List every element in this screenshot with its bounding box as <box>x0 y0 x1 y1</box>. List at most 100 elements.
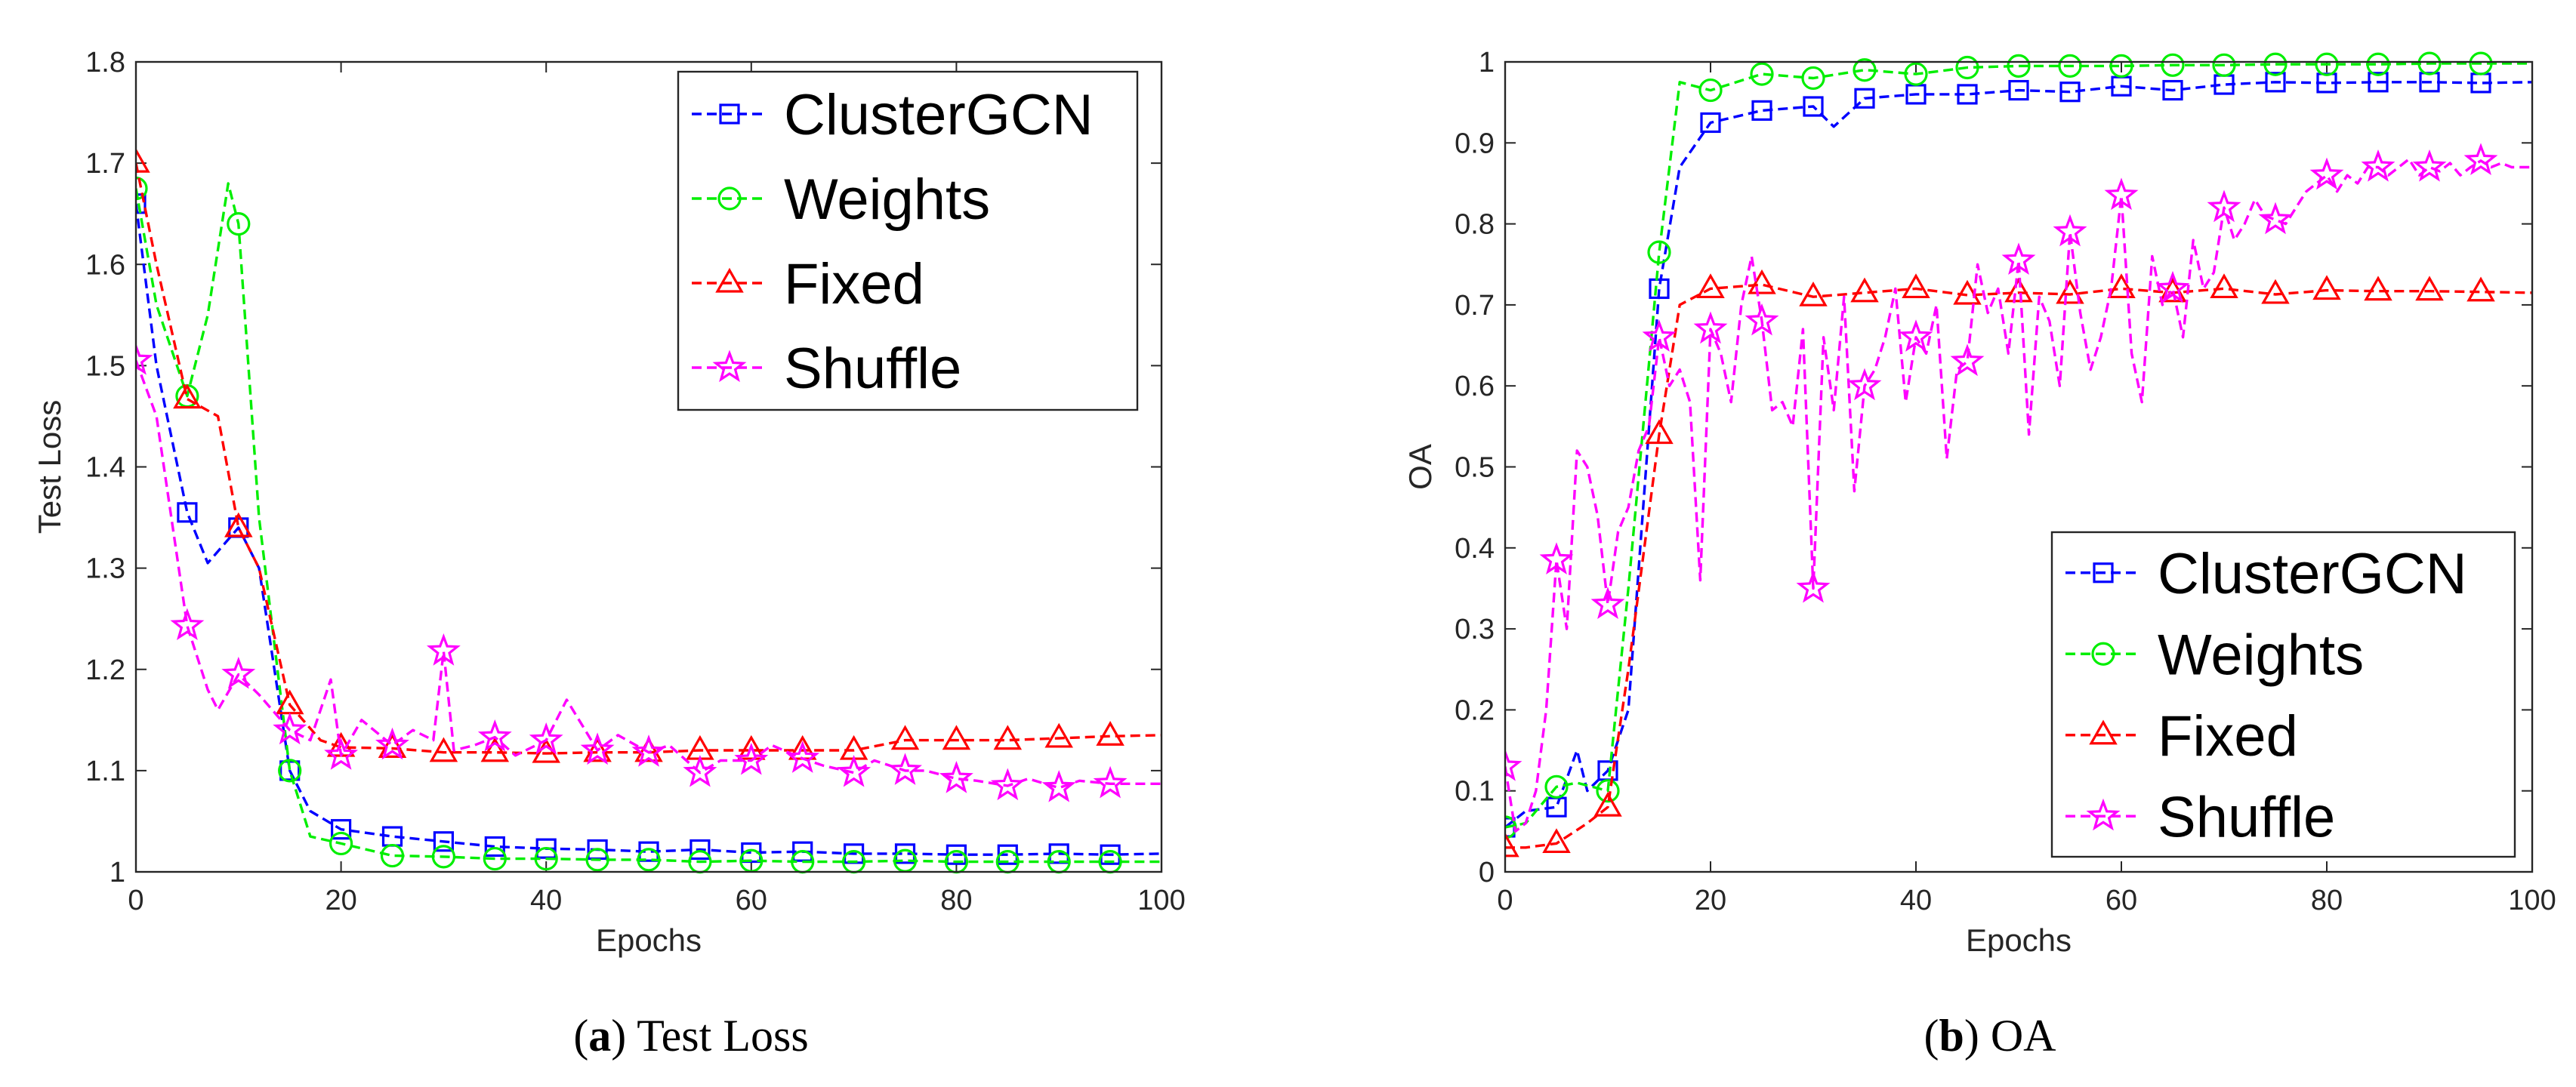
y-tick-label: 1.4 <box>85 452 125 484</box>
legend-label-fixed: Fixed <box>784 252 924 316</box>
series-line-clustergcn <box>1505 81 2532 829</box>
data-point-clustergcn <box>2265 72 2286 93</box>
data-point-shuffle <box>939 761 973 793</box>
data-point-shuffle <box>2001 242 2036 275</box>
data-point-fixed <box>1748 269 1776 294</box>
data-point-clustergcn <box>1700 112 1721 134</box>
data-point-fixed <box>1542 828 1571 854</box>
data-point-fixed <box>1850 277 1879 303</box>
data-point-weights <box>1596 779 1620 803</box>
data-point-shuffle <box>2258 202 2293 235</box>
data-point-fixed <box>2415 276 2444 301</box>
legend-marker-clustergcn <box>719 103 740 125</box>
data-point-weights <box>278 759 302 783</box>
caption-b: (b) OA <box>1924 1011 2056 1061</box>
data-point-weights <box>2161 53 2185 77</box>
y-tick-label: 1 <box>1479 47 1495 79</box>
series-line-shuffle <box>136 360 1162 790</box>
data-point-weights <box>1750 62 1774 86</box>
data-point-weights <box>637 848 661 872</box>
series-group <box>1505 51 2532 858</box>
data-point-fixed <box>224 512 253 537</box>
x-tick-label: 100 <box>2508 885 2556 916</box>
legend-label-clustergcn: ClusterGCN <box>2158 542 2467 606</box>
data-point-shuffle <box>529 722 563 755</box>
chart-oa: 0 20 40 60 80 100 0 0.1 0.2 0.3 0.4 0.5 0.6 0.7 0.8 0.9… <box>1402 47 2556 958</box>
data-point-clustergcn <box>1803 96 1824 117</box>
data-point-weights <box>2109 54 2133 78</box>
data-point-shuffle <box>1847 368 1882 401</box>
legend: ClusterGCN Weights Fixed Shuffle <box>2050 531 2516 858</box>
data-point-fixed <box>1799 281 1828 306</box>
data-point-shuffle <box>888 753 922 785</box>
legend-label-clustergcn: ClusterGCN <box>784 83 1094 147</box>
caption-a: (a) Test Loss <box>573 1011 808 1061</box>
data-point-fixed <box>2466 276 2495 302</box>
legend-marker-clustergcn <box>2093 562 2114 584</box>
data-point-fixed <box>2056 279 2084 304</box>
data-point-clustergcn <box>484 836 505 858</box>
data-point-fixed <box>942 725 971 750</box>
data-point-shuffle <box>631 734 666 767</box>
data-point-shuffle <box>426 633 461 666</box>
data-point-shuffle <box>1693 311 1728 344</box>
x-tick-label: 0 <box>1497 885 1513 916</box>
data-point-fixed <box>1505 832 1519 858</box>
data-point-clustergcn <box>1957 84 1978 105</box>
data-point-shuffle <box>580 732 615 765</box>
data-point-shuffle <box>273 712 307 745</box>
data-point-weights <box>431 845 456 869</box>
x-axis-label: Epochs <box>1966 922 2072 958</box>
data-point-fixed <box>1645 419 1674 445</box>
x-tick-label: 80 <box>2311 885 2343 916</box>
data-point-weights <box>136 177 148 201</box>
data-point-weights <box>329 831 353 856</box>
x-tick-label: 20 <box>325 885 356 916</box>
y-tick-label: 0.5 <box>1455 452 1495 484</box>
caption-a-letter: a <box>588 1011 611 1061</box>
legend-marker-fixed <box>2089 719 2118 745</box>
data-point-weights <box>2417 51 2442 75</box>
y-tick-label: 0.4 <box>1455 533 1495 565</box>
legend-marker-weights <box>717 186 742 211</box>
data-point-shuffle <box>1642 319 1677 352</box>
caption-a-text: Test Loss <box>637 1011 808 1061</box>
legend-label-shuffle: Shuffle <box>784 337 961 401</box>
data-point-weights <box>2212 53 2236 77</box>
data-point-weights <box>483 846 507 871</box>
legend-label-shuffle: Shuffle <box>2158 785 2335 849</box>
plot-frame <box>1504 60 2534 873</box>
caption-b-text: OA <box>1991 1011 2056 1061</box>
y-tick-label: 1.8 <box>85 47 125 79</box>
data-point-shuffle <box>1505 748 1522 781</box>
legend: ClusterGCN Weights Fixed Shuffle <box>677 70 1139 411</box>
data-point-clustergcn <box>1751 100 1772 121</box>
data-point-shuffle <box>837 755 872 787</box>
data-point-weights <box>534 846 558 871</box>
legend-box <box>2050 531 2516 858</box>
data-point-clustergcn <box>638 841 659 862</box>
data-point-shuffle <box>1745 303 1779 336</box>
data-point-shuffle <box>2412 149 2447 182</box>
data-point-fixed <box>737 734 766 760</box>
series-line-weights <box>1505 62 2532 829</box>
y-tick-label: 0.8 <box>1455 209 1495 241</box>
data-point-fixed <box>1902 273 1930 299</box>
x-axis-label: Epochs <box>596 922 702 958</box>
data-point-fixed <box>2312 275 2341 300</box>
data-point-shuffle <box>2361 149 2396 182</box>
data-point-weights <box>2469 51 2493 75</box>
data-point-fixed <box>1696 273 1725 299</box>
data-point-shuffle <box>2104 177 2139 211</box>
data-point-shuffle <box>1041 770 1076 802</box>
series-line-weights <box>136 182 1162 864</box>
data-point-shuffle <box>1899 319 1933 352</box>
data-point-shuffle <box>683 755 717 787</box>
data-point-fixed <box>583 737 612 762</box>
data-point-shuffle <box>2309 157 2344 190</box>
x-tick-label: 60 <box>2106 885 2137 916</box>
data-point-weights <box>2366 52 2390 76</box>
y-tick-label: 1.6 <box>85 249 125 281</box>
series-group <box>136 147 1162 874</box>
